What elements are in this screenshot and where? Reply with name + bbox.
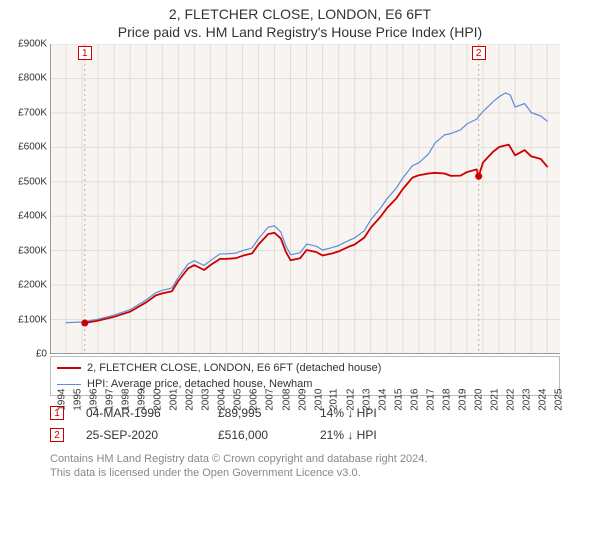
y-axis-labels: £0£100K£200K£300K£400K£500K£600K£700K£80… [2,44,47,354]
y-tick-label: £700K [18,107,47,118]
x-tick-label: 2005 [233,389,244,411]
x-tick-label: 2014 [377,389,388,411]
x-tick-label: 2002 [185,389,196,411]
transaction-date: 25-SEP-2020 [86,428,196,442]
x-tick-label: 1997 [104,389,115,411]
x-tick-label: 2007 [265,389,276,411]
x-tick-label: 1999 [136,389,147,411]
x-axis-labels: 1994199519961997199819992000200120022003… [50,354,560,394]
x-tick-label: 2020 [473,389,484,411]
x-tick-label: 2003 [201,389,212,411]
x-tick-label: 2017 [425,389,436,411]
x-tick-label: 1995 [72,389,83,411]
y-tick-label: £800K [18,73,47,84]
x-tick-label: 2008 [281,389,292,411]
y-tick-label: £400K [18,211,47,222]
x-tick-label: 2015 [393,389,404,411]
y-tick-label: £500K [18,176,47,187]
transaction-marker: 2 [50,428,64,442]
x-tick-label: 2011 [328,389,339,411]
x-tick-label: 2022 [505,389,516,411]
chart-title: 2, FLETCHER CLOSE, LONDON, E6 6FT [0,6,600,22]
line-chart [50,44,560,354]
x-tick-label: 2004 [217,389,228,411]
transaction-price: £516,000 [218,428,298,442]
sale-marker: 1 [78,46,92,60]
y-tick-label: £300K [18,245,47,256]
chart-subtitle: Price paid vs. HM Land Registry's House … [0,24,600,40]
x-tick-label: 2009 [297,389,308,411]
attribution-text: Contains HM Land Registry data © Crown c… [50,452,560,481]
x-tick-label: 2013 [361,389,372,411]
x-tick-label: 2018 [441,389,452,411]
x-tick-label: 2024 [537,389,548,411]
x-tick-label: 2019 [457,389,468,411]
transaction-diff: 21% ↓ HPI [320,428,420,442]
x-tick-label: 2025 [553,389,564,411]
sale-marker: 2 [472,46,486,60]
x-tick-label: 2016 [409,389,420,411]
x-tick-label: 2010 [313,389,324,411]
y-tick-label: £0 [36,349,47,360]
y-tick-label: £200K [18,280,47,291]
x-tick-label: 2006 [249,389,260,411]
x-tick-label: 2023 [521,389,532,411]
chart-area: £0£100K£200K£300K£400K£500K£600K£700K£80… [50,44,560,354]
x-tick-label: 1994 [56,389,67,411]
x-tick-label: 2001 [169,389,180,411]
attribution-line: Contains HM Land Registry data © Crown c… [50,452,560,466]
y-tick-label: £600K [18,142,47,153]
x-tick-label: 1996 [88,389,99,411]
x-tick-label: 1998 [120,389,131,411]
attribution-line: This data is licensed under the Open Gov… [50,466,560,480]
transaction-row: 2 25-SEP-2020 £516,000 21% ↓ HPI [50,424,560,446]
y-tick-label: £900K [18,39,47,50]
x-tick-label: 2012 [345,389,356,411]
x-tick-label: 2021 [489,389,500,411]
x-tick-label: 2000 [152,389,163,411]
y-tick-label: £100K [18,314,47,325]
